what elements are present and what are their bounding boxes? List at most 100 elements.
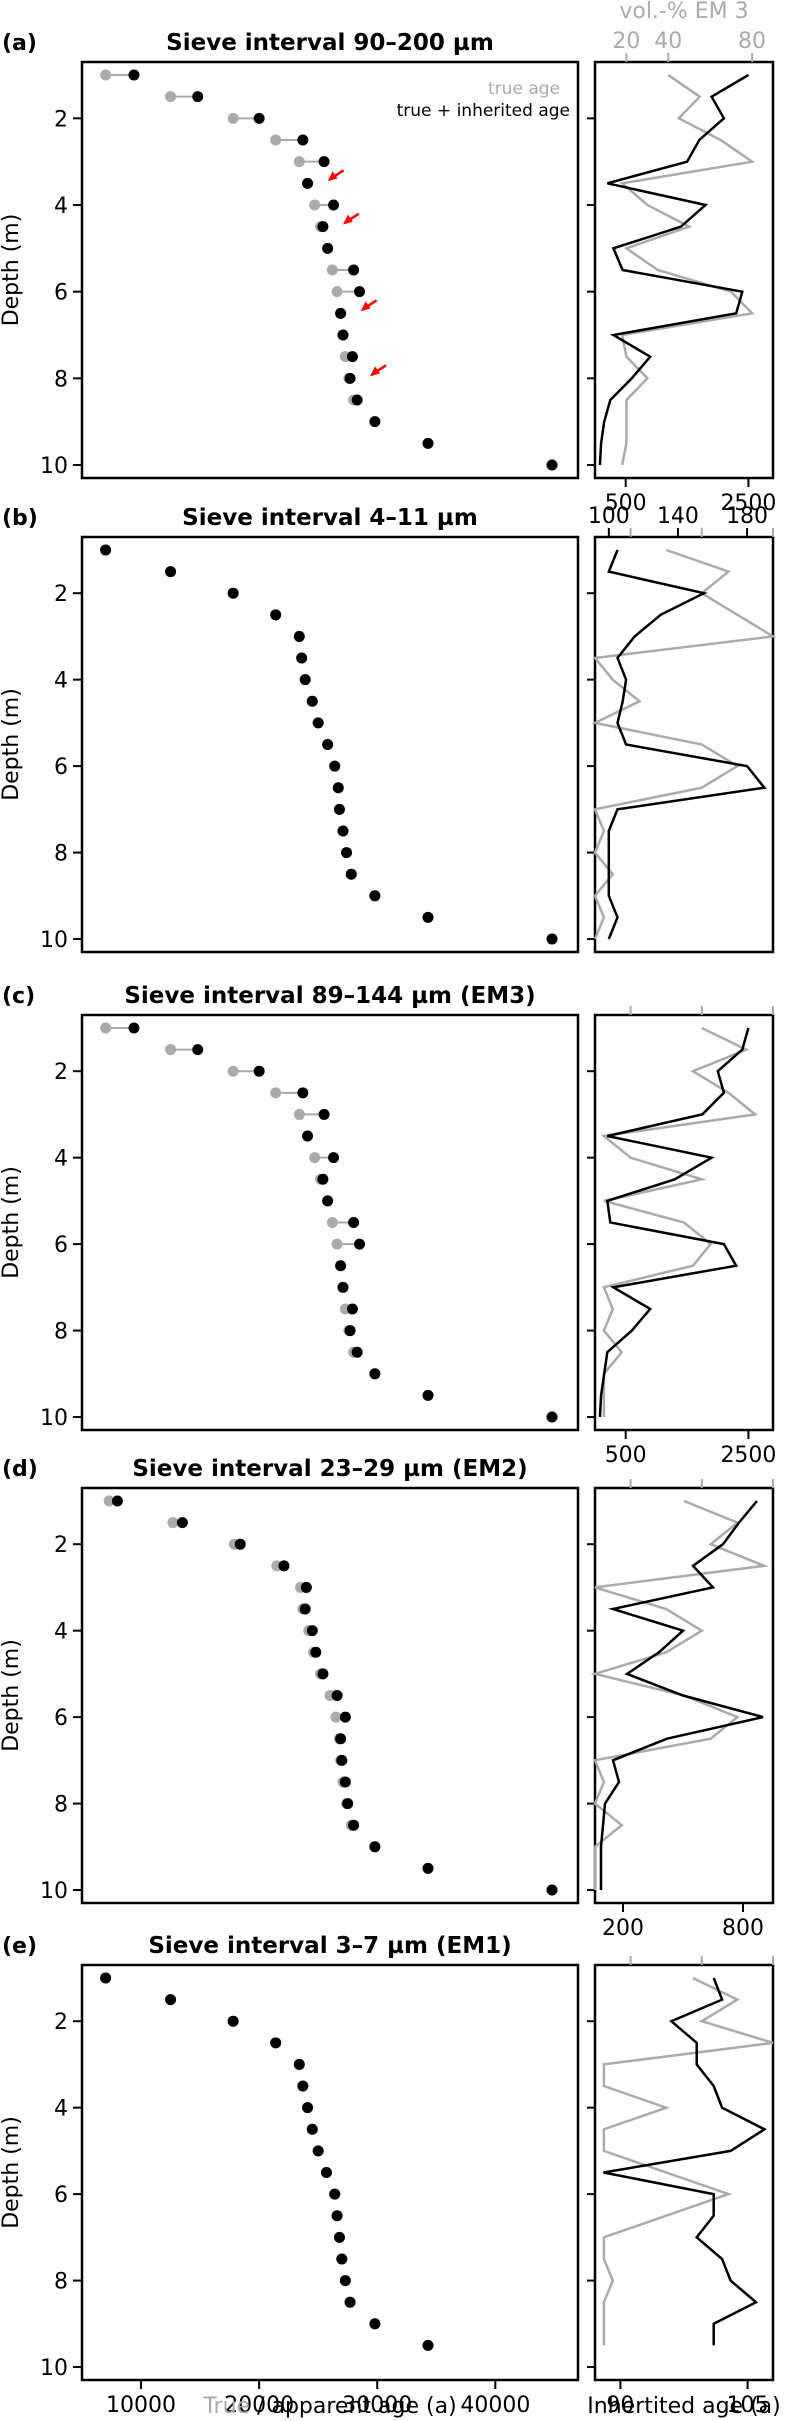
side-grey-series: [602, 1976, 774, 2346]
main-plot-frame: [80, 535, 580, 954]
y-axis-label: Depth (m): [0, 1639, 24, 1752]
apparent-age-point: [329, 2188, 341, 2200]
apparent-age-point: [332, 782, 344, 794]
side-top-tick-label: 100: [588, 504, 630, 529]
red-arrow-head: [370, 366, 381, 377]
side-bottom-tick-label: 2500: [720, 1443, 776, 1468]
side-plot-frame: [593, 1486, 775, 1905]
apparent-age-point: [422, 1389, 434, 1401]
true-age-point: [326, 264, 338, 276]
side-bottom-tick-label: 500: [605, 1443, 647, 1468]
x-tick-label: 10000: [106, 2393, 176, 2418]
apparent-age-point: [331, 2210, 343, 2222]
apparent-age-point: [335, 307, 347, 319]
y-tick-label: 2: [54, 582, 68, 607]
y-tick-label: 2: [54, 107, 68, 132]
apparent-age-point: [337, 329, 349, 341]
apparent-age-point: [320, 2167, 332, 2178]
true-age-point: [227, 112, 239, 124]
panel-b: (b) Sieve interval 4–11 µm 2 4 6 8 10 Depth (m)…: [0, 504, 777, 954]
red-arrow-head: [360, 301, 371, 312]
side-black-series: [603, 1977, 768, 2346]
apparent-age-point: [253, 1065, 265, 1077]
y-tick-label: 2: [54, 1060, 68, 1085]
side-black-series: [607, 549, 767, 940]
apparent-age-point: [297, 2080, 309, 2092]
y-tick-label: 6: [54, 2183, 68, 2208]
side-top-axis-label: vol.-% EM 3: [619, 0, 748, 24]
apparent-age-point: [318, 156, 330, 168]
apparent-age-point: [337, 825, 349, 837]
apparent-age-point: [299, 1603, 311, 1615]
main-plot-frame: [80, 1963, 580, 2382]
panel-title: Sieve interval 90–200 µm: [166, 30, 494, 56]
apparent-age-point: [227, 587, 239, 599]
y-tick-label: 10: [40, 2356, 68, 2381]
y-tick-label: 8: [54, 842, 68, 867]
y-tick-label: 10: [40, 928, 68, 953]
y-tick-label: 4: [54, 1620, 68, 1645]
apparent-age-point: [348, 1819, 360, 1831]
apparent-age-point: [293, 2058, 305, 2070]
apparent-age-point: [128, 69, 140, 81]
apparent-age-point: [270, 2037, 282, 2049]
apparent-age-point: [354, 286, 366, 298]
y-tick-label: 6: [54, 755, 68, 780]
apparent-age-point: [306, 1625, 318, 1637]
apparent-age-point: [346, 1303, 358, 1315]
apparent-age-point: [339, 1711, 351, 1723]
apparent-age-point: [336, 1754, 348, 1766]
apparent-age-point: [270, 609, 282, 621]
apparent-age-point: [335, 1733, 347, 1745]
apparent-age-point: [344, 2296, 356, 2308]
apparent-age-point: [333, 803, 345, 815]
apparent-age-point: [111, 1495, 123, 1507]
apparent-age-point: [192, 91, 204, 103]
true-age-point: [293, 156, 305, 168]
true-age-point: [331, 1238, 343, 1250]
apparent-age-point: [546, 1411, 558, 1423]
side-plot-frame: [593, 1013, 775, 1432]
side-grey-series: [591, 548, 777, 940]
side-top-tick-label: 40: [654, 29, 682, 54]
side-black-series: [599, 1500, 764, 1890]
y-tick-label: 8: [54, 1793, 68, 1818]
panel-d: (d) Sieve interval 23–29 µm (EM2) 2 4 6 8 10 De…: [0, 1456, 775, 1941]
apparent-age-point: [296, 652, 308, 664]
true-age-point: [100, 1022, 112, 1034]
apparent-age-point: [329, 760, 341, 772]
y-tick-label: 6: [54, 1233, 68, 1258]
apparent-age-point: [348, 264, 360, 276]
y-tick-label: 2: [54, 2010, 68, 2035]
apparent-age-point: [278, 1560, 290, 1572]
apparent-age-point: [299, 674, 311, 686]
side-bottom-tick-label: 105: [727, 2393, 769, 2418]
y-axis-label: Depth (m): [0, 214, 24, 327]
apparent-age-point: [300, 1581, 312, 1593]
apparent-age-point: [310, 1646, 322, 1658]
true-age-point: [270, 134, 282, 146]
panel-label: (a): [2, 31, 37, 56]
panel-c: (c) Sieve interval 89–144 µm (EM3) 2 4 6 8 10 D…: [0, 983, 776, 1468]
apparent-age-point: [312, 717, 324, 729]
apparent-age-point: [128, 1022, 140, 1034]
apparent-age-point: [351, 394, 363, 406]
side-bottom-tick-label: 200: [602, 1916, 644, 1941]
apparent-age-point: [339, 2275, 351, 2287]
y-tick-label: 4: [54, 1147, 68, 1172]
apparent-age-point: [234, 1538, 246, 1550]
side-top-tick-label: 20: [612, 29, 640, 54]
true-age-point: [326, 1217, 338, 1228]
x-axis-label-true: True: [202, 2394, 250, 2419]
apparent-age-point: [100, 544, 112, 556]
y-tick-label: 2: [54, 1533, 68, 1558]
apparent-age-point: [317, 221, 329, 233]
apparent-age-point: [322, 242, 334, 254]
y-tick-label: 10: [40, 1879, 68, 1904]
apparent-age-point: [422, 911, 434, 923]
true-age-point: [103, 1495, 115, 1507]
apparent-age-point: [322, 739, 334, 750]
apparent-age-point: [227, 2015, 239, 2027]
apparent-age-point: [297, 134, 309, 146]
apparent-age-point: [333, 2231, 345, 2243]
